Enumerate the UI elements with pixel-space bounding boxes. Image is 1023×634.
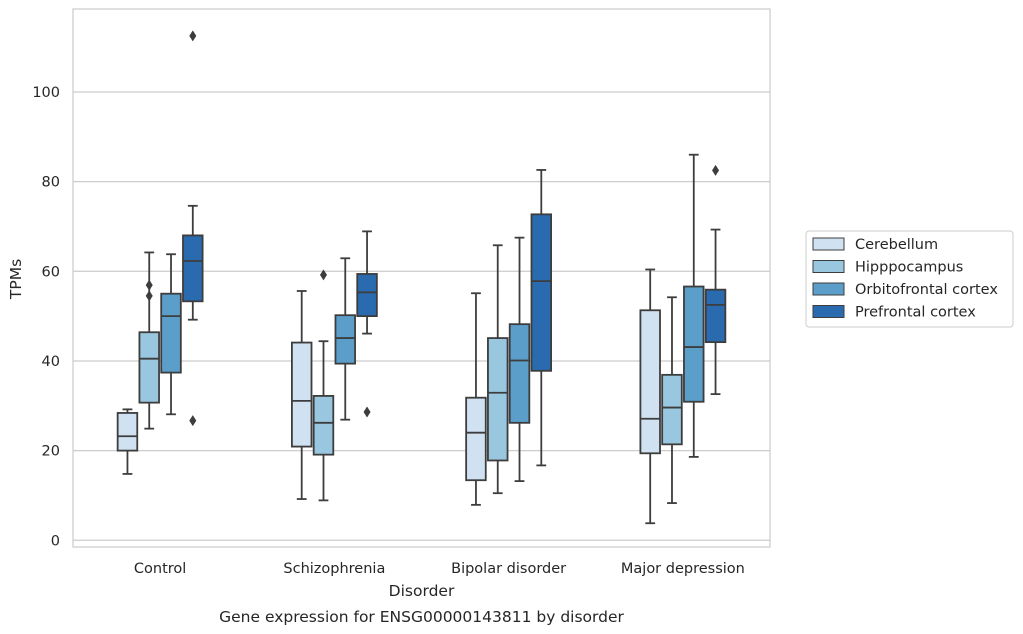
outlier-point xyxy=(145,290,153,302)
box-iqr xyxy=(530,213,552,372)
box-hipppocampus xyxy=(312,269,335,502)
legend-swatch xyxy=(812,237,845,251)
box-iqr xyxy=(334,314,356,365)
box-hipppocampus xyxy=(661,296,683,504)
y-tick-label: 100 xyxy=(32,85,60,101)
box-iqr xyxy=(312,395,335,456)
box-iqr xyxy=(683,285,705,403)
legend-label: Cerebellum xyxy=(855,237,938,253)
x-tick-label: Major depression xyxy=(621,561,745,577)
figure-caption: Gene expression for ENSG00000143811 by d… xyxy=(219,608,624,626)
box-iqr xyxy=(661,373,683,446)
legend: Cerebellum Hipppocampus Orbitofrontal cort… xyxy=(805,230,1014,328)
x-tick-label: Bipolar disorder xyxy=(451,561,566,577)
outlier-point xyxy=(363,406,371,418)
x-axis-title: Disorder xyxy=(389,582,455,600)
outlier-point xyxy=(145,279,153,291)
x-tick-label: Schizophrenia xyxy=(283,561,385,577)
outlier-point xyxy=(189,415,197,427)
box-prefrontal-cortex xyxy=(356,230,378,418)
box-hipppocampus xyxy=(487,244,509,495)
box-iqr xyxy=(639,309,661,455)
box-prefrontal-cortex xyxy=(704,164,727,396)
y-axis-title: TPMs xyxy=(7,259,25,300)
box-hipppocampus xyxy=(138,251,160,430)
box-cerebellum xyxy=(639,268,661,525)
y-tick-label: 80 xyxy=(42,175,60,191)
box-prefrontal-cortex xyxy=(530,169,552,467)
box-orbitofrontal-cortex xyxy=(160,253,182,416)
box-iqr xyxy=(138,331,160,404)
legend-label: Prefrontal cortex xyxy=(855,305,976,321)
box-iqr xyxy=(508,323,531,424)
box-iqr xyxy=(487,337,509,462)
y-tick-label: 40 xyxy=(42,354,60,370)
outlier-point xyxy=(712,164,720,176)
legend-frame xyxy=(805,230,1014,328)
legend-swatch xyxy=(812,282,845,296)
box-iqr xyxy=(356,273,378,318)
outlier-point xyxy=(319,269,327,281)
legend-label: Orbitofrontal cortex xyxy=(855,282,998,298)
box-cerebellum xyxy=(291,290,313,500)
y-axis-ticks: 0 20 40 60 80 100 xyxy=(32,85,60,549)
legend-swatch xyxy=(812,260,845,273)
box-orbitofrontal-cortex xyxy=(508,236,531,482)
box-iqr xyxy=(182,234,204,303)
y-tick-label: 20 xyxy=(42,444,60,460)
box-prefrontal-cortex xyxy=(182,30,204,427)
y-tick-label: 60 xyxy=(42,264,60,280)
box-iqr xyxy=(116,412,139,452)
legend-swatch xyxy=(812,305,845,318)
box-orbitofrontal-cortex xyxy=(334,257,356,421)
box-plot-area xyxy=(116,30,727,525)
box-iqr xyxy=(465,396,487,482)
legend-label: Hipppocampus xyxy=(855,260,963,276)
box-cerebellum xyxy=(116,408,139,475)
x-tick-label: Control xyxy=(134,561,186,577)
box-iqr xyxy=(704,288,727,344)
box-cerebellum xyxy=(465,292,487,506)
outlier-point xyxy=(189,30,197,42)
box-orbitofrontal-cortex xyxy=(683,153,705,458)
x-axis-ticks: Control Schizophrenia Bipolar disorder Majo… xyxy=(134,561,745,577)
box-iqr xyxy=(291,341,313,448)
box-iqr xyxy=(160,292,182,374)
y-tick-label: 0 xyxy=(51,533,60,549)
plot-frame xyxy=(72,8,771,548)
